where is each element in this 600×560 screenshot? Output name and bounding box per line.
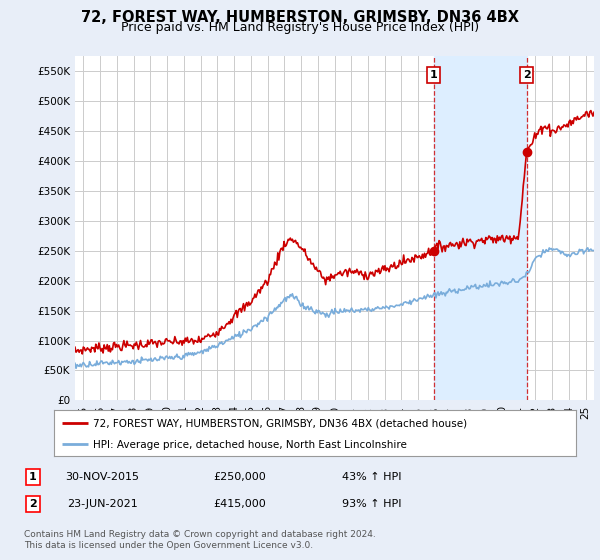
Text: HPI: Average price, detached house, North East Lincolnshire: HPI: Average price, detached house, Nort… <box>93 440 407 450</box>
Text: 30-NOV-2015: 30-NOV-2015 <box>65 472 139 482</box>
Bar <box>434 56 527 400</box>
Text: £250,000: £250,000 <box>214 472 266 482</box>
Text: 1: 1 <box>430 70 437 80</box>
Text: 23-JUN-2021: 23-JUN-2021 <box>67 499 137 509</box>
Text: 2: 2 <box>29 499 37 509</box>
Text: 72, FOREST WAY, HUMBERSTON, GRIMSBY, DN36 4BX (detached house): 72, FOREST WAY, HUMBERSTON, GRIMSBY, DN3… <box>93 419 467 429</box>
Text: Price paid vs. HM Land Registry's House Price Index (HPI): Price paid vs. HM Land Registry's House … <box>121 21 479 34</box>
Text: 2: 2 <box>523 70 530 80</box>
Text: £415,000: £415,000 <box>214 499 266 509</box>
Text: 72, FOREST WAY, HUMBERSTON, GRIMSBY, DN36 4BX: 72, FOREST WAY, HUMBERSTON, GRIMSBY, DN3… <box>81 10 519 25</box>
Text: Contains HM Land Registry data © Crown copyright and database right 2024.: Contains HM Land Registry data © Crown c… <box>24 530 376 539</box>
Text: 93% ↑ HPI: 93% ↑ HPI <box>342 499 402 509</box>
Text: 1: 1 <box>29 472 37 482</box>
Text: 43% ↑ HPI: 43% ↑ HPI <box>342 472 402 482</box>
Text: This data is licensed under the Open Government Licence v3.0.: This data is licensed under the Open Gov… <box>24 541 313 550</box>
